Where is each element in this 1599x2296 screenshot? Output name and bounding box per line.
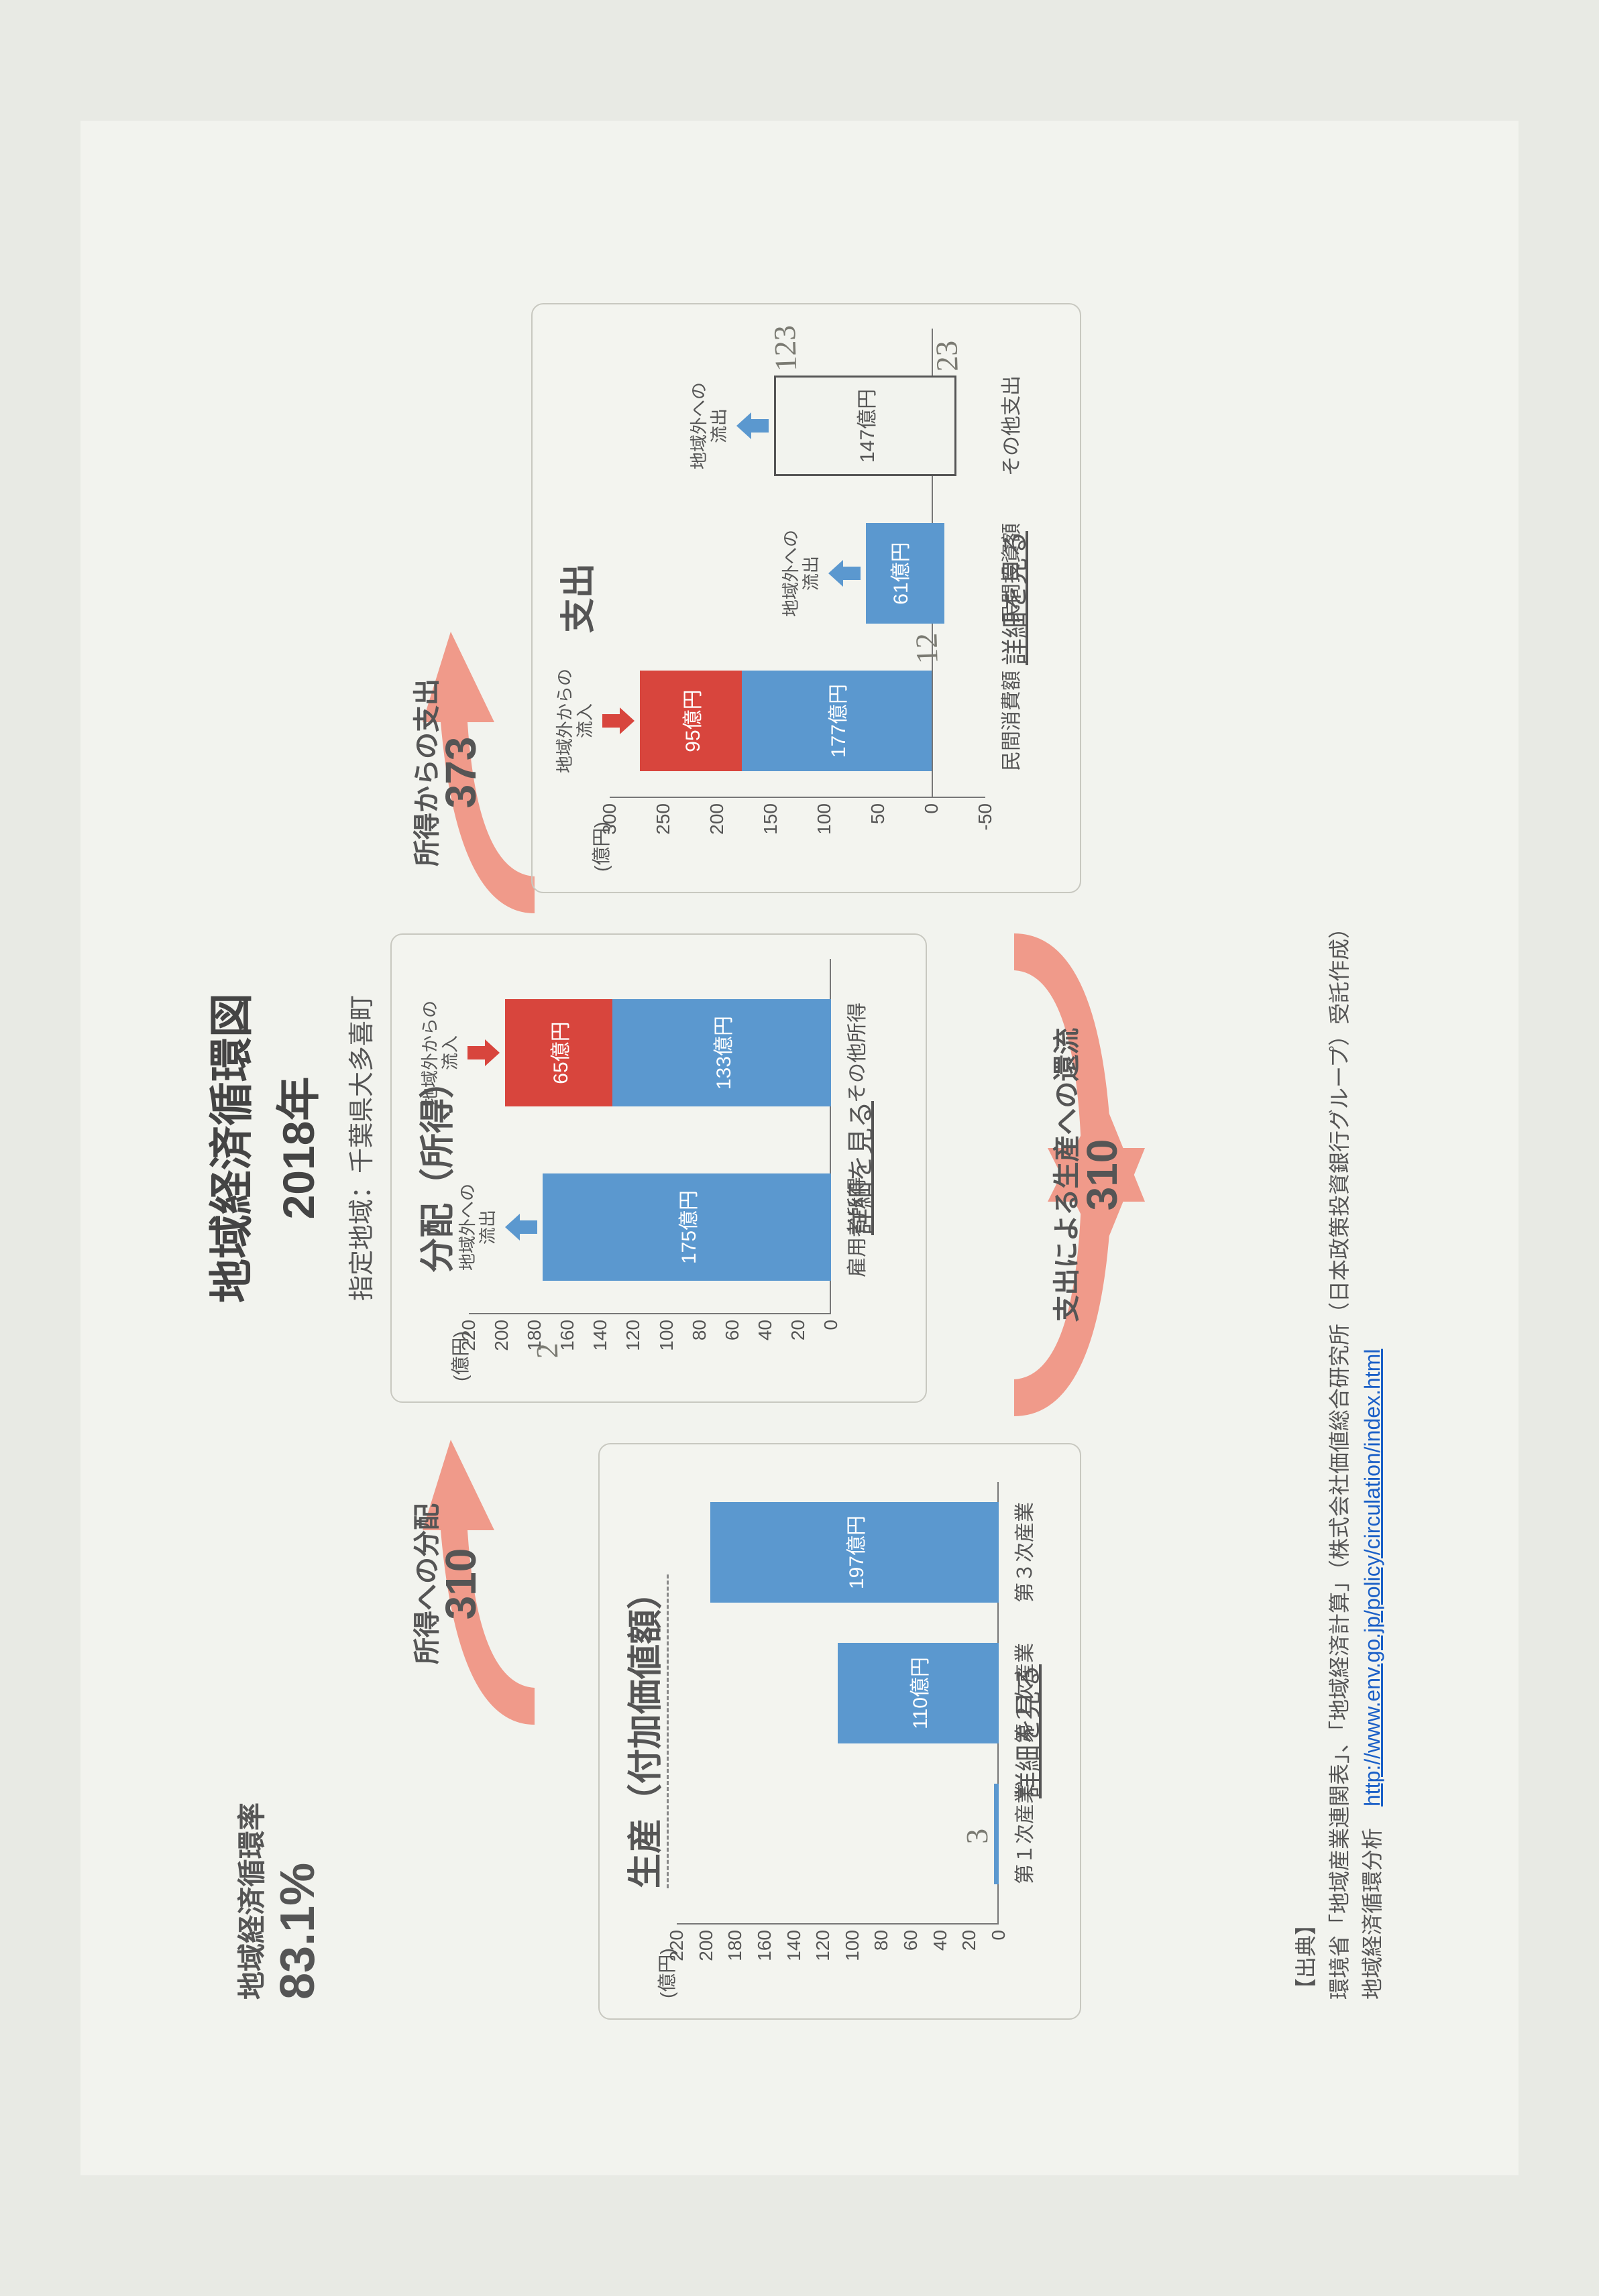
main-title: 地域経済循環図 [196, 993, 260, 1303]
region-label: 指定地域：千葉県大多喜町 [341, 993, 378, 1303]
chart-expend: (億円) -50050100150200250300177億円95億円地域外から… [610, 329, 985, 798]
source-line2: 地域経済循環分析 http://www.env.go.jp/policy/cir… [1356, 917, 1390, 2000]
panel-title: 生産（付加価値額） [617, 1465, 667, 1998]
source-line1: 環境省「地域産業連関表」、「地域経済計算」（株式会社価値総合研究所（日本政策投資… [1323, 917, 1357, 2000]
arrow-value: 310 [436, 1430, 486, 1738]
page-content: 地域経済循環率 83.1% 地域経済循環図 2018年 指定地域：千葉県大多喜町… [129, 176, 1470, 2120]
arrow-value: 373 [436, 618, 486, 927]
source-block: 【出典】 環境省「地域産業連関表」、「地域経済計算」（株式会社価値総合研究所（日… [1290, 917, 1390, 2000]
panel-production: 生産（付加価値額） (億円) 0204060801001201401601802… [598, 1443, 1081, 2020]
ratio-block: 地域経済循環率 83.1% [229, 1802, 325, 2000]
chart-income: (億円) 020406080100120140160180200220175億円… [469, 959, 831, 1314]
panel-income: 分配（所得） (億円) 0204060801001201401601802002… [390, 933, 927, 1403]
ratio-value: 83.1% [270, 1802, 325, 2000]
ratio-label: 地域経済循環率 [229, 1802, 270, 2000]
title-block: 地域経済循環図 2018年 指定地域：千葉県大多喜町 [196, 993, 378, 1303]
panel-title: 支出 [550, 325, 600, 872]
arrow-return: 支出による生産への還流 310 [1007, 920, 1148, 1430]
arrow-expenditure: 所得からの支出 373 [417, 618, 538, 927]
arrow-value: 310 [1077, 920, 1127, 1430]
source-link[interactable]: http://www.env.go.jp/policy/circulation/… [1360, 1349, 1384, 1806]
year-title: 2018年 [263, 993, 327, 1303]
panel-expend: 支出 (億円) -50050100150200250300177億円95億円地域… [531, 303, 1081, 893]
source-head: 【出典】 [1290, 917, 1323, 2000]
arrow-income-distribution: 所得への分配 310 [417, 1430, 538, 1738]
chart-production: (億円) 020406080100120140160180200220第１次産業… [677, 1482, 999, 1925]
